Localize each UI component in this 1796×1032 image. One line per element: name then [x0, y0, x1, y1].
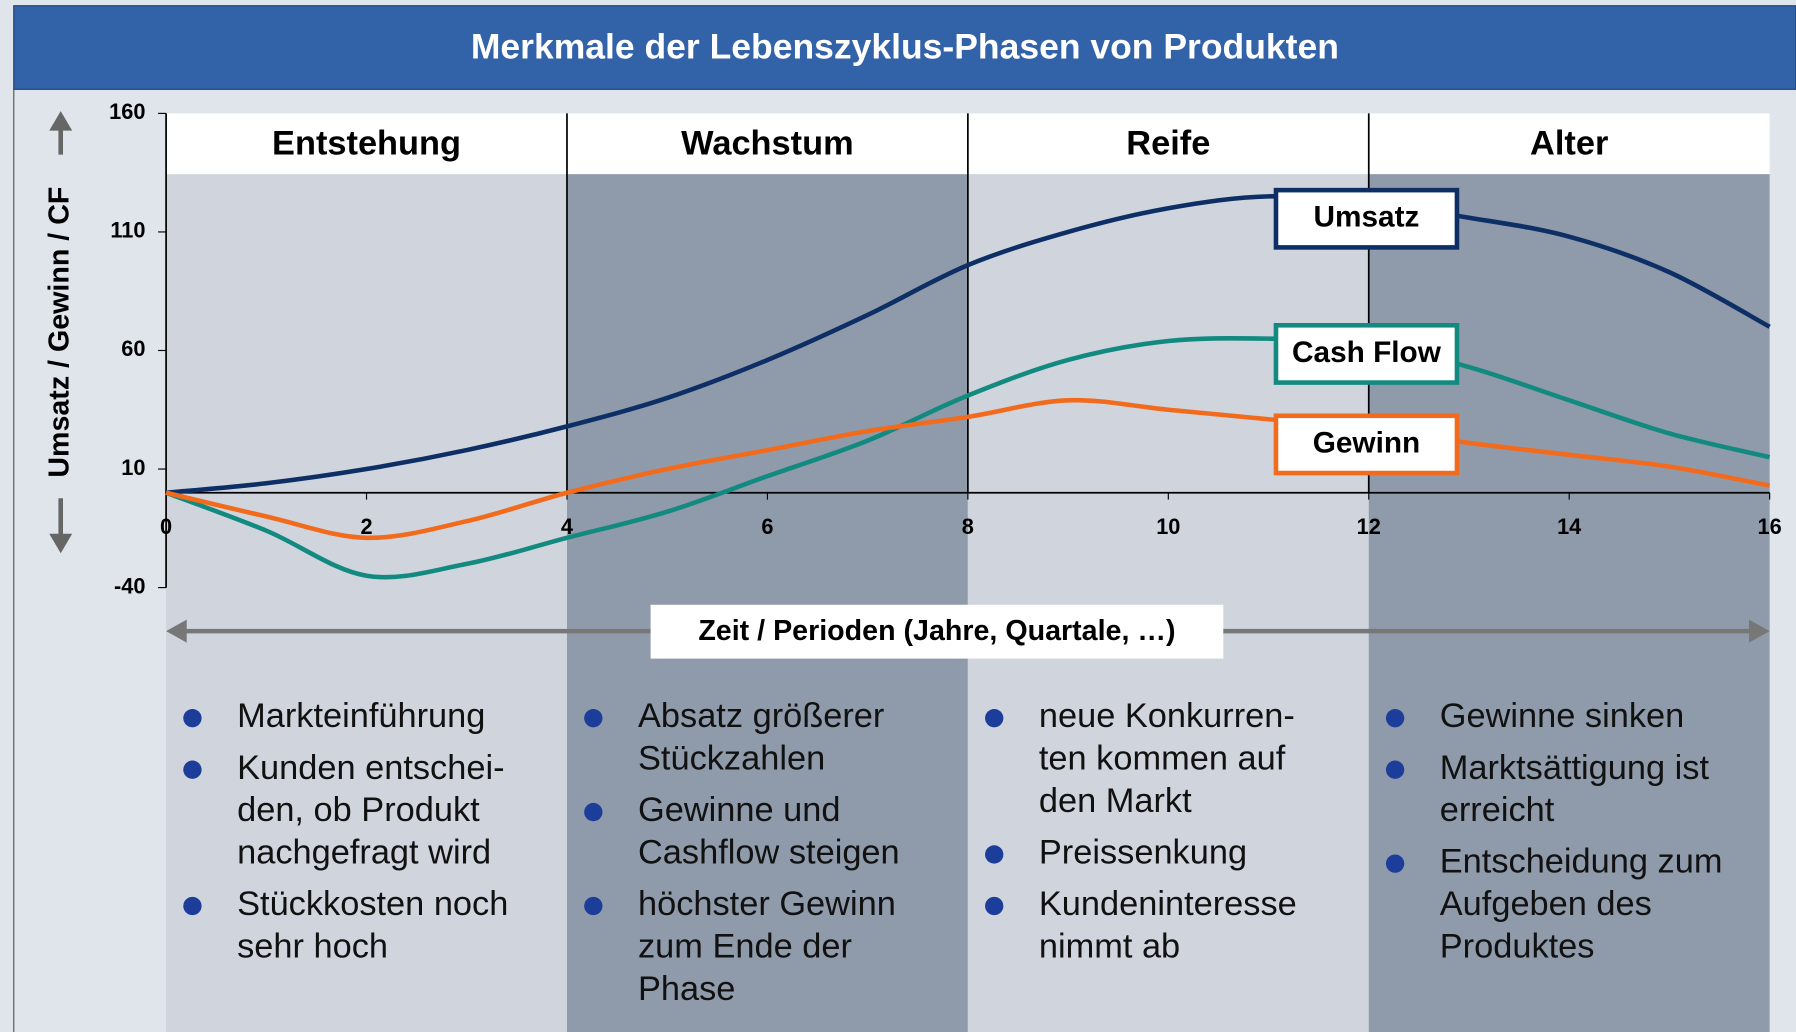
bullet-text: zum Ende der — [638, 927, 852, 965]
x-tick-label: 16 — [1758, 514, 1782, 539]
phase-name: Entstehung — [272, 125, 461, 163]
x-label-box — [650, 604, 1224, 659]
series-line — [165, 335, 1771, 580]
bullet-dot — [1385, 708, 1405, 728]
x-tick-label: 10 — [1156, 514, 1180, 539]
bullet-text: den Markt — [1039, 782, 1192, 820]
series-label: Gewinn — [1313, 426, 1421, 459]
y-arrow-head — [49, 533, 73, 554]
x-tick-label: 14 — [1557, 514, 1581, 539]
x-tick-label: 2 — [360, 514, 372, 539]
y-arrow-head — [49, 111, 73, 131]
header-bar — [13, 5, 1796, 90]
y-tick-label: 60 — [121, 336, 145, 361]
x-tick-label: 0 — [160, 514, 172, 539]
x-arrow-head — [166, 619, 187, 643]
phase-band — [967, 174, 1369, 1032]
series-label-box — [1273, 413, 1460, 476]
phase-name: Wachstum — [681, 125, 853, 163]
phase-header — [967, 113, 1369, 175]
bullet-text: neue Konkurren- — [1039, 697, 1295, 735]
bullet-text: ten kommen auf — [1039, 740, 1286, 778]
phase-band — [566, 174, 968, 1032]
bullet-text: Phase — [638, 970, 735, 1008]
bullet-dot — [183, 896, 202, 916]
x-tick-label: 4 — [561, 514, 573, 539]
y-tick-label: -40 — [114, 573, 145, 598]
series-line — [165, 397, 1771, 541]
bullet-text: nimmt ab — [1039, 927, 1180, 965]
bullet-dot — [1385, 760, 1405, 779]
y-axis-label: Umsatz / Gewinn / CF — [43, 187, 75, 478]
phase-header — [1368, 113, 1770, 175]
bullet-text: Absatz größerer — [638, 697, 884, 735]
series-label-box — [1273, 187, 1460, 250]
bullet-dot — [584, 708, 603, 728]
y-tick-label: 110 — [110, 218, 145, 243]
bullet-dot — [985, 845, 1004, 864]
bullet-text: den, ob Produkt — [237, 791, 480, 829]
x-tick-label: 12 — [1357, 514, 1381, 539]
phase-header — [566, 113, 968, 175]
bullet-text: Markteinführung — [237, 697, 485, 735]
bullet-dot — [985, 896, 1004, 916]
bullet-text: Marktsättigung ist — [1440, 749, 1710, 787]
bullet-dot — [584, 802, 603, 822]
phase-name: Alter — [1530, 125, 1608, 163]
bullet-dot — [985, 708, 1004, 728]
bullet-text: Gewinne und — [638, 791, 840, 829]
phase-header — [166, 113, 567, 175]
bullet-text: Gewinne sinken — [1440, 697, 1684, 735]
bullet-text: Stückzahlen — [638, 740, 825, 778]
x-tick-label: 8 — [962, 514, 974, 539]
bullet-text: Stückkosten noch — [237, 885, 508, 923]
x-arrow-head — [1749, 619, 1770, 643]
bullet-dot — [584, 896, 603, 916]
bullet-text: Kundeninteresse — [1039, 885, 1297, 923]
bullet-text: Aufgeben des — [1440, 885, 1652, 923]
phase-band — [1368, 174, 1770, 1032]
bullet-dot — [1385, 854, 1405, 873]
bullet-text: Kunden entschei- — [237, 749, 504, 787]
bullet-dot — [183, 760, 202, 779]
bullet-text: sehr hoch — [237, 927, 388, 965]
y-tick-label: 160 — [109, 99, 145, 124]
bullet-text: erreicht — [1440, 791, 1555, 829]
phase-name: Reife — [1126, 125, 1210, 163]
x-tick-label: 6 — [761, 514, 773, 539]
bullet-dot — [183, 708, 202, 728]
bullet-text: höchster Gewinn — [638, 885, 896, 923]
series-line — [165, 193, 1771, 496]
bullet-text: Preissenkung — [1039, 834, 1247, 872]
bullet-text: Entscheidung zum — [1440, 843, 1723, 881]
bullet-text: Produktes — [1440, 927, 1595, 965]
series-label-box — [1273, 323, 1460, 385]
bullet-text: Cashflow steigen — [638, 834, 900, 872]
y-tick-label: 10 — [121, 455, 145, 480]
series-label: Cash Flow — [1292, 336, 1442, 369]
x-axis-label: Zeit / Perioden (Jahre, Quartale, …) — [698, 615, 1175, 647]
y-label-bg — [41, 154, 81, 499]
series-label: Umsatz — [1314, 201, 1420, 234]
bullet-text: nachgefragt wird — [237, 834, 491, 872]
chart-title: Merkmale der Lebenszyklus-Phasen von Pro… — [471, 27, 1339, 67]
phase-band — [166, 174, 567, 1032]
